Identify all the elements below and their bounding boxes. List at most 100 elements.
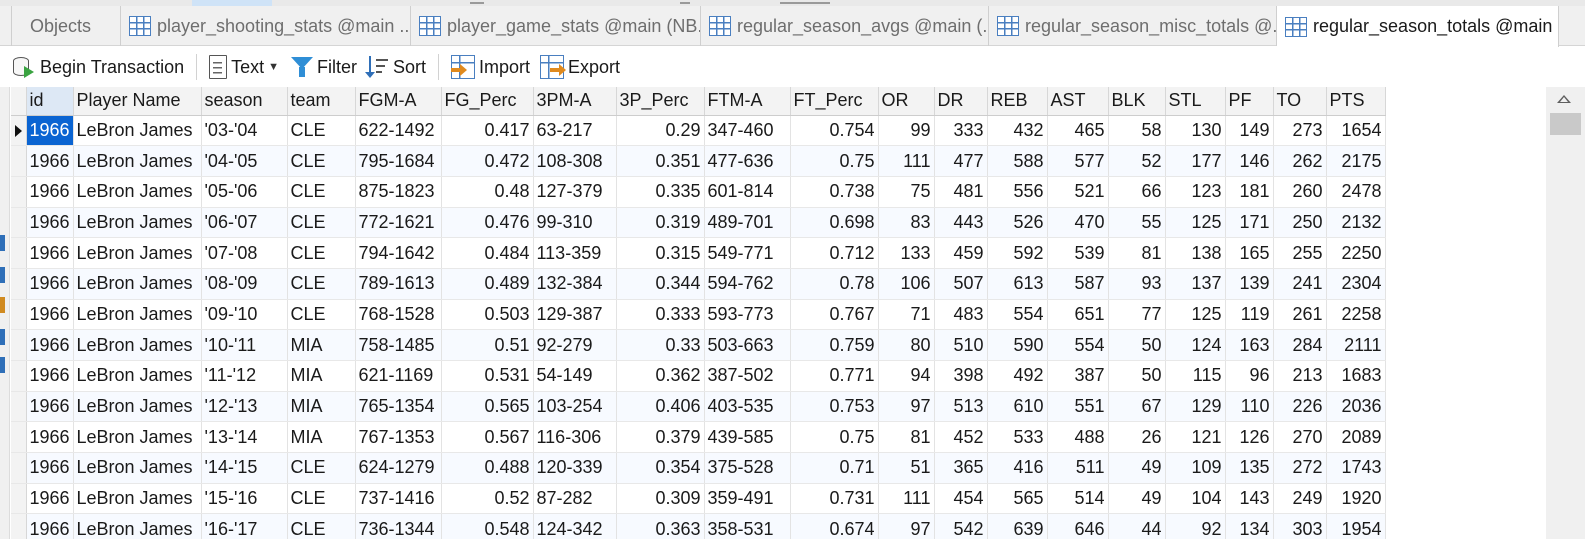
table-cell[interactable]: 127-379 xyxy=(533,176,617,208)
table-cell[interactable]: 255 xyxy=(1273,237,1327,269)
export-button[interactable]: Export xyxy=(536,51,624,83)
table-cell[interactable]: 0.476 xyxy=(441,207,534,239)
table-cell[interactable]: 0.351 xyxy=(616,145,705,177)
table-cell[interactable]: 92 xyxy=(1165,513,1226,539)
column-header[interactable]: REB xyxy=(987,87,1048,116)
table-cell[interactable]: 80 xyxy=(878,329,935,361)
table-cell[interactable]: LeBron James xyxy=(73,421,202,454)
table-cell[interactable]: 96 xyxy=(1225,360,1274,392)
table-cell[interactable]: CLE xyxy=(287,145,356,177)
table-cell[interactable]: '06-'07 xyxy=(201,207,288,239)
table-cell[interactable]: 113-359 xyxy=(533,237,617,269)
table-cell[interactable]: '11-'12 xyxy=(201,360,288,392)
table-cell[interactable]: 121 xyxy=(1165,421,1226,454)
table-cell[interactable]: 551 xyxy=(1047,391,1109,423)
table-cell[interactable]: 477 xyxy=(934,145,988,177)
table-row[interactable]: 1966 LeBron James '06-'07 CLE 772-1621 0.476 9… xyxy=(11,207,1386,239)
table-cell[interactable]: 71 xyxy=(878,299,935,331)
table-cell[interactable]: 49 xyxy=(1108,483,1166,515)
table-cell[interactable]: 51 xyxy=(878,452,935,484)
table-cell[interactable]: 108-308 xyxy=(533,145,617,177)
table-cell[interactable]: 1743 xyxy=(1326,452,1386,484)
row-header[interactable] xyxy=(11,452,27,484)
scroll-up-arrow-icon[interactable] xyxy=(1557,95,1571,103)
table-cell[interactable]: 0.379 xyxy=(616,421,705,454)
table-cell[interactable]: 1954 xyxy=(1326,513,1386,539)
table-cell[interactable]: 0.333 xyxy=(616,299,705,331)
table-cell[interactable]: LeBron James xyxy=(73,299,202,331)
tab-4[interactable]: regular_season_misc_totals @... xyxy=(989,6,1277,46)
table-cell[interactable]: 1966 xyxy=(26,299,74,331)
table-cell[interactable]: CLE xyxy=(287,237,356,269)
table-cell[interactable]: 44 xyxy=(1108,513,1166,539)
table-cell[interactable]: 539 xyxy=(1047,237,1109,269)
data-grid[interactable]: id Player Name season team FGM-A FG_Perc 3PM-A… xyxy=(11,87,1388,539)
table-cell[interactable]: LeBron James xyxy=(73,452,202,484)
table-cell[interactable]: 613 xyxy=(987,268,1048,300)
vertical-scrollbar[interactable] xyxy=(1546,87,1585,539)
table-cell[interactable]: 1966 xyxy=(26,115,74,147)
table-cell[interactable]: 398 xyxy=(934,360,988,392)
row-header[interactable] xyxy=(11,176,27,208)
table-cell[interactable]: 387-502 xyxy=(704,360,791,392)
table-cell[interactable]: 610 xyxy=(987,391,1048,423)
table-cell[interactable]: 0.738 xyxy=(790,176,879,208)
table-cell[interactable]: 106 xyxy=(878,268,935,300)
table-cell[interactable]: 454 xyxy=(934,483,988,515)
table-cell[interactable]: 590 xyxy=(987,329,1048,361)
table-cell[interactable]: 758-1485 xyxy=(355,329,442,361)
scrollbar-thumb[interactable] xyxy=(1550,113,1581,135)
filter-button[interactable]: Filter xyxy=(287,51,361,83)
table-cell[interactable]: 507 xyxy=(934,268,988,300)
table-cell[interactable]: 99 xyxy=(878,115,935,147)
row-header[interactable] xyxy=(11,421,27,454)
navigation-pane-edge[interactable] xyxy=(0,87,10,539)
table-cell[interactable]: 0.309 xyxy=(616,483,705,515)
column-header[interactable]: Player Name xyxy=(73,87,202,116)
table-cell[interactable]: 130 xyxy=(1165,115,1226,147)
table-cell[interactable]: 2250 xyxy=(1326,237,1386,269)
table-cell[interactable]: LeBron James xyxy=(73,391,202,423)
table-cell[interactable]: 0.71 xyxy=(790,452,879,484)
column-header[interactable]: DR xyxy=(934,87,988,116)
table-cell[interactable]: 358-531 xyxy=(704,513,791,539)
table-cell[interactable]: 0.354 xyxy=(616,452,705,484)
table-cell[interactable]: 1966 xyxy=(26,145,74,177)
table-cell[interactable]: 97 xyxy=(878,513,935,539)
table-cell[interactable]: 0.344 xyxy=(616,268,705,300)
column-header[interactable]: 3P_Perc xyxy=(616,87,705,116)
table-cell[interactable]: 81 xyxy=(878,421,935,454)
table-row[interactable]: 1966 LeBron James '05-'06 CLE 875-1823 0.48 12… xyxy=(11,176,1386,208)
text-button[interactable]: Text ▼ xyxy=(205,51,283,83)
table-cell[interactable]: LeBron James xyxy=(73,483,202,515)
table-cell[interactable]: 132-384 xyxy=(533,268,617,300)
table-row[interactable]: 1966 LeBron James '07-'08 CLE 794-1642 0.484 1… xyxy=(11,237,1386,269)
table-cell[interactable]: 526 xyxy=(987,207,1048,239)
table-cell[interactable]: 333 xyxy=(934,115,988,147)
row-header[interactable] xyxy=(11,329,27,361)
table-row[interactable]: 1966 LeBron James '11-'12 MIA 621-1169 0.531 5… xyxy=(11,360,1386,392)
table-cell[interactable]: 54-149 xyxy=(533,360,617,392)
table-row[interactable]: 1966 LeBron James '12-'13 MIA 765-1354 0.565 1… xyxy=(11,391,1386,423)
table-cell[interactable]: 593-773 xyxy=(704,299,791,331)
table-cell[interactable]: 81 xyxy=(1108,237,1166,269)
table-cell[interactable]: 587 xyxy=(1047,268,1109,300)
table-cell[interactable]: 165 xyxy=(1225,237,1274,269)
table-cell[interactable]: 103-254 xyxy=(533,391,617,423)
table-cell[interactable]: 0.731 xyxy=(790,483,879,515)
table-cell[interactable]: 0.698 xyxy=(790,207,879,239)
table-cell[interactable]: 365 xyxy=(934,452,988,484)
table-cell[interactable]: 126 xyxy=(1225,421,1274,454)
table-cell[interactable]: 111 xyxy=(878,483,935,515)
table-cell[interactable]: 514 xyxy=(1047,483,1109,515)
table-cell[interactable]: 549-771 xyxy=(704,237,791,269)
table-cell[interactable]: 470 xyxy=(1047,207,1109,239)
table-cell[interactable]: '03-'04 xyxy=(201,115,288,147)
table-cell[interactable]: 483 xyxy=(934,299,988,331)
column-header[interactable]: team xyxy=(287,87,356,116)
table-cell[interactable]: 0.548 xyxy=(441,513,534,539)
column-header[interactable]: AST xyxy=(1047,87,1109,116)
table-cell[interactable]: CLE xyxy=(287,452,356,484)
table-cell[interactable]: 0.48 xyxy=(441,176,534,208)
row-header[interactable] xyxy=(11,115,27,147)
